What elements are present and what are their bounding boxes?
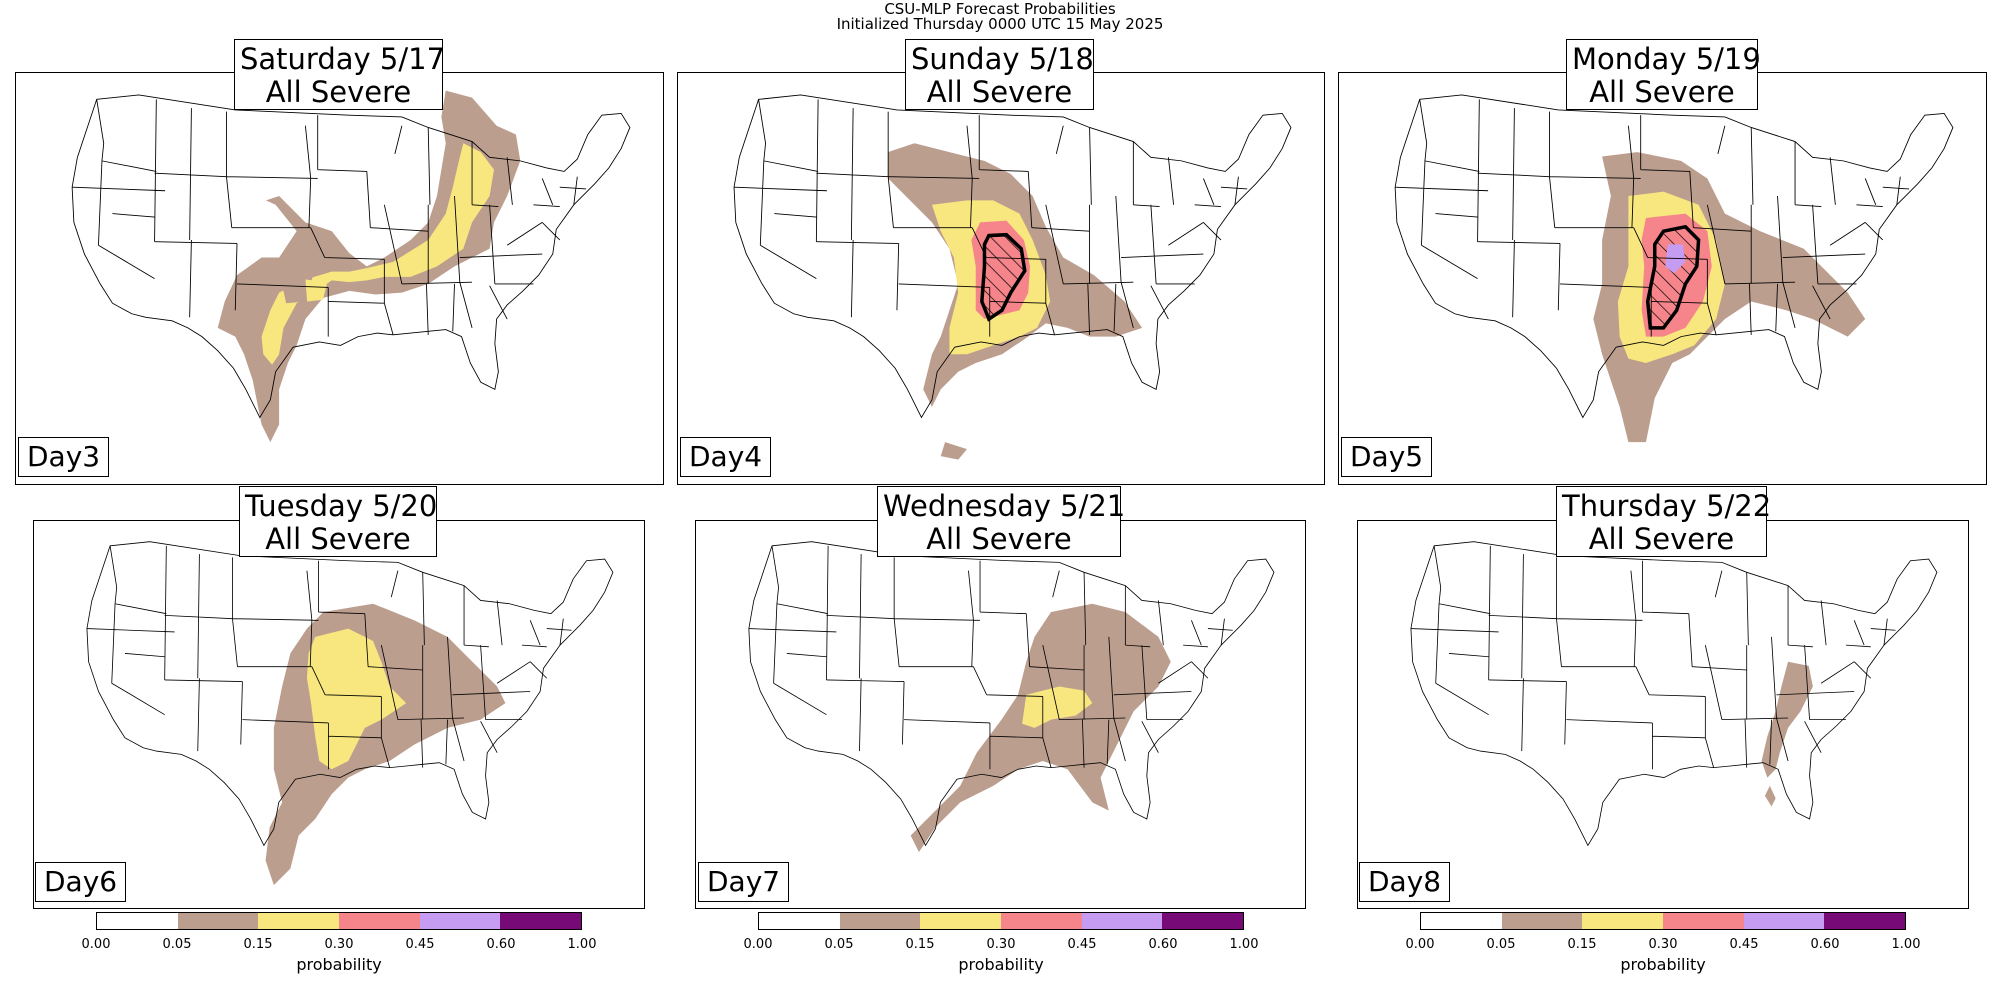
colorbar-seg xyxy=(339,913,420,929)
colorbar-seg xyxy=(1824,913,1906,929)
colorbar-seg xyxy=(97,913,178,929)
colorbar-seg xyxy=(1421,913,1502,929)
day-label-day4: Day4 xyxy=(680,437,772,477)
tick-label: 0.05 xyxy=(1486,937,1516,952)
severe-risk-region-day6 xyxy=(86,541,614,886)
colorbar-seg xyxy=(1001,913,1082,929)
panel-title-line1: Thursday 5/22 xyxy=(1562,489,1772,523)
colorbar-seg xyxy=(1663,913,1744,929)
tick-label: 0.45 xyxy=(1729,937,1759,952)
tick-label: 1.00 xyxy=(1229,937,1259,952)
colorbar-label-1: probability xyxy=(296,955,382,974)
tick-label: 0.45 xyxy=(1067,937,1097,952)
map-panel-day4 xyxy=(677,72,1325,485)
tick-label: 0.60 xyxy=(486,937,516,952)
colorbar-seg xyxy=(759,913,840,929)
severe-risk-region-day7 xyxy=(748,541,1275,853)
colorbar-ticks-1: 0.00 0.05 0.15 0.30 0.45 0.60 1.00 xyxy=(82,937,597,953)
severe-risk-region-day8 xyxy=(1410,541,1938,846)
map-panel-day3 xyxy=(15,72,664,485)
tick-label: 0.15 xyxy=(1567,937,1597,952)
severe-risk-region-day5 xyxy=(1394,94,1954,443)
map-panel-day5 xyxy=(1338,72,1987,485)
colorbar-ticks-3: 0.00 0.05 0.15 0.30 0.45 0.60 1.00 xyxy=(1406,937,1921,953)
colorbar-seg xyxy=(419,913,501,929)
colorbar-seg xyxy=(500,913,582,929)
tick-label: 0.60 xyxy=(1810,937,1840,952)
tick-label: 0.15 xyxy=(243,937,273,952)
colorbar-label-3: probability xyxy=(1620,955,1706,974)
panel-title-day7: Wednesday 5/21 All Severe xyxy=(877,486,1126,557)
tick-label: 0.05 xyxy=(824,937,854,952)
day-label-day8: Day8 xyxy=(1359,862,1451,902)
colorbar-seg xyxy=(1743,913,1825,929)
colorbar-seg xyxy=(258,913,340,929)
colorbar-3 xyxy=(1420,912,1906,930)
panel-title-line1: Monday 5/19 xyxy=(1572,42,1761,76)
tick-label: 1.00 xyxy=(1891,937,1921,952)
map-panel-day8 xyxy=(1357,520,1969,909)
panel-title-line1: Sunday 5/18 xyxy=(911,42,1094,76)
colorbar-seg xyxy=(839,913,921,929)
panel-title-day3: Saturday 5/17 All Severe xyxy=(234,39,446,110)
day-label-day5: Day5 xyxy=(1341,437,1433,477)
tick-label: 0.30 xyxy=(324,937,354,952)
tick-label: 0.05 xyxy=(162,937,192,952)
colorbar-seg xyxy=(1081,913,1163,929)
day-label-day7: Day7 xyxy=(698,862,790,902)
colorbar-label-2: probability xyxy=(958,955,1044,974)
tick-label: 0.60 xyxy=(1148,937,1178,952)
panel-title-line2: All Severe xyxy=(265,75,412,109)
panel-title-line2: All Severe xyxy=(1588,522,1735,556)
panel-title-day5: Monday 5/19 All Severe xyxy=(1566,39,1761,110)
tick-label: 0.00 xyxy=(1405,937,1435,952)
tick-label: 0.30 xyxy=(1648,937,1678,952)
colorbar-ticks-2: 0.00 0.05 0.15 0.30 0.45 0.60 1.00 xyxy=(744,937,1259,953)
colorbar-seg xyxy=(177,913,259,929)
colorbar-seg xyxy=(1501,913,1583,929)
panel-title-day8: Thursday 5/22 All Severe xyxy=(1556,486,1772,557)
day-label-day6: Day6 xyxy=(35,862,127,902)
day-label-day3: Day3 xyxy=(18,437,110,477)
panel-title-line2: All Severe xyxy=(265,522,411,556)
tick-label: 0.00 xyxy=(81,937,111,952)
figure-title-line1: CSU-MLP Forecast Probabilities xyxy=(884,0,1116,18)
figure-title-line2: Initialized Thursday 0000 UTC 15 May 202… xyxy=(836,15,1164,33)
tick-label: 0.30 xyxy=(986,937,1016,952)
panel-title-line1: Saturday 5/17 xyxy=(240,42,446,76)
panel-title-day6: Tuesday 5/20 All Severe xyxy=(239,486,437,557)
severe-risk-region-day4 xyxy=(733,94,1292,460)
tick-label: 0.00 xyxy=(743,937,773,952)
panel-title-line2: All Severe xyxy=(926,522,1072,556)
map-panel-day7 xyxy=(695,520,1306,909)
tick-label: 0.45 xyxy=(405,937,435,952)
panel-title-line2: All Severe xyxy=(926,75,1073,109)
panel-title-line2: All Severe xyxy=(1589,75,1735,109)
panel-title-line1: Tuesday 5/20 xyxy=(245,489,438,523)
tick-label: 1.00 xyxy=(567,937,597,952)
colorbar-seg xyxy=(1582,913,1664,929)
colorbar-2 xyxy=(758,912,1244,930)
map-panel-day6 xyxy=(33,520,645,909)
tick-label: 0.15 xyxy=(905,937,935,952)
panel-title-day4: Sunday 5/18 All Severe xyxy=(905,39,1094,110)
colorbar-seg xyxy=(920,913,1002,929)
panel-title-line1: Wednesday 5/21 xyxy=(883,489,1126,523)
colorbar-seg xyxy=(1162,913,1244,929)
severe-risk-region-day3 xyxy=(71,90,631,443)
colorbar-1 xyxy=(96,912,582,930)
